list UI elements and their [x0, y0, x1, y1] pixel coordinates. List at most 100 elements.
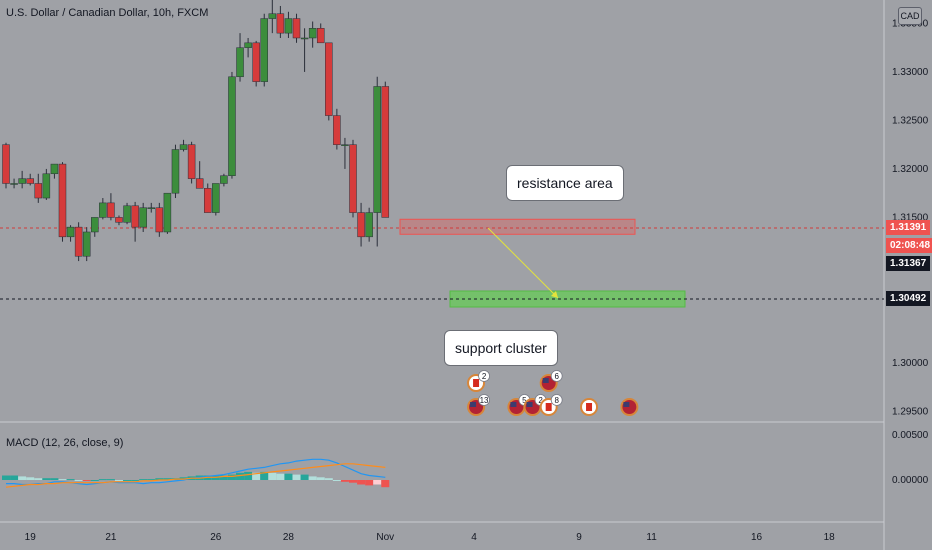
macd-histogram-bar [90, 480, 99, 481]
candle-down[interactable] [34, 183, 43, 199]
resistance-zone[interactable] [399, 218, 636, 235]
candle-down[interactable] [58, 163, 67, 238]
macd-histogram-bar [26, 477, 35, 480]
macd-histogram-bar [219, 475, 228, 480]
candle-up[interactable] [244, 42, 252, 48]
macd-histogram-bar [139, 479, 148, 481]
symbol-title: U.S. Dollar / Canadian Dollar, 10h, FXCM [6, 7, 209, 19]
candle-up[interactable] [284, 18, 293, 34]
candle-down[interactable] [381, 86, 390, 218]
macd-histogram-bar [365, 480, 374, 486]
time-tick-label: 19 [25, 532, 37, 543]
stars-icon [470, 402, 477, 407]
macd-histogram-bar [82, 480, 91, 481]
candle-down[interactable] [252, 42, 260, 82]
macd-histogram-bar [284, 473, 293, 480]
macd-histogram-bar [373, 480, 382, 485]
maple-leaf-icon [545, 403, 552, 411]
price-tick-label: 1.33000 [892, 67, 929, 78]
price-tick-label: 1.31500 [892, 212, 929, 223]
candle-down[interactable] [74, 226, 83, 257]
candle-up[interactable] [163, 192, 172, 233]
macd-histogram-bar [227, 474, 236, 480]
current-price-tag: 1.31391 [886, 220, 931, 235]
candle-up[interactable] [260, 18, 268, 82]
candle-up[interactable] [147, 207, 156, 209]
macd-histogram-bar [147, 479, 156, 481]
macd-histogram-bar [2, 475, 10, 480]
candle-up[interactable] [171, 149, 180, 194]
candle-down[interactable] [325, 42, 333, 116]
candle-up[interactable] [99, 202, 107, 218]
candle-up[interactable] [91, 217, 99, 233]
candle-down[interactable] [115, 217, 123, 223]
candle-up[interactable] [82, 231, 91, 257]
candle-up[interactable] [66, 226, 75, 238]
candle-up[interactable] [139, 207, 147, 228]
candle-down[interactable] [357, 212, 365, 238]
time-tick-label: 9 [576, 532, 582, 543]
resistance-label[interactable]: resistance area [506, 165, 624, 201]
stars-icon [623, 402, 630, 407]
candle-down[interactable] [26, 178, 34, 184]
macd-histogram-bar [244, 471, 253, 480]
candle-down[interactable] [107, 202, 115, 218]
candle-down[interactable] [204, 188, 212, 213]
macd-histogram-bar [340, 480, 349, 482]
candle-up[interactable] [10, 183, 18, 185]
candle-up[interactable] [341, 144, 349, 146]
candle-up[interactable] [220, 175, 228, 184]
price-tick-label: 1.32000 [892, 164, 929, 175]
event-count-badge [550, 370, 563, 382]
projection-arrow[interactable] [487, 227, 559, 299]
candle-down[interactable] [292, 18, 301, 39]
candle-up[interactable] [50, 163, 59, 175]
candle-down[interactable] [276, 13, 285, 34]
support-label[interactable]: support cluster [444, 330, 558, 366]
candle-down[interactable] [155, 207, 164, 233]
candle-up[interactable] [212, 183, 220, 213]
event-count: 5 [522, 396, 527, 405]
macd-histogram-bar [10, 475, 19, 480]
candle-up[interactable] [18, 178, 26, 184]
event-count: 2 [538, 396, 543, 405]
candle-up[interactable] [268, 13, 277, 19]
candle-down[interactable] [187, 144, 196, 179]
macd-histogram-bar [349, 480, 358, 483]
event-count: 2 [482, 372, 487, 381]
macd-histogram-bar [34, 478, 43, 480]
maple-leaf-icon [586, 403, 593, 411]
candle-up[interactable] [373, 86, 381, 213]
macd-histogram-bar [308, 476, 317, 480]
candle-up[interactable] [123, 205, 131, 223]
macd-tick-label: 0.00500 [892, 430, 929, 441]
candle-down[interactable] [333, 115, 341, 145]
macd-histogram-bar [163, 478, 172, 480]
currency-button[interactable]: CAD [898, 7, 922, 25]
candle-down[interactable] [316, 28, 325, 44]
macd-title: MACD (12, 26, close, 9) [6, 437, 124, 449]
macd-histogram-bar [252, 472, 261, 480]
macd-histogram-bar [155, 478, 164, 480]
macd-histogram-bar [131, 480, 140, 481]
macd-histogram-bar [66, 479, 75, 481]
candle-up[interactable] [300, 37, 309, 40]
candle-up[interactable] [308, 28, 317, 39]
candle-down[interactable] [2, 144, 10, 184]
macd-histogram-bar [300, 474, 309, 480]
candle-up[interactable] [228, 76, 236, 176]
candle-up[interactable] [42, 173, 51, 199]
projection-arrowhead [551, 291, 558, 298]
time-tick-label: 26 [210, 532, 222, 543]
candle-down[interactable] [349, 144, 357, 213]
macd-histogram-bar [316, 477, 325, 480]
candle-up[interactable] [236, 47, 244, 78]
candle-up[interactable] [365, 212, 373, 238]
event-count-badge [478, 370, 490, 382]
candle-up[interactable] [179, 144, 188, 150]
candle-down[interactable] [131, 205, 139, 228]
candle-down[interactable] [195, 178, 204, 189]
price-tick-label: 1.30000 [892, 358, 929, 369]
open-price-tag: 1.31367 [886, 256, 931, 271]
